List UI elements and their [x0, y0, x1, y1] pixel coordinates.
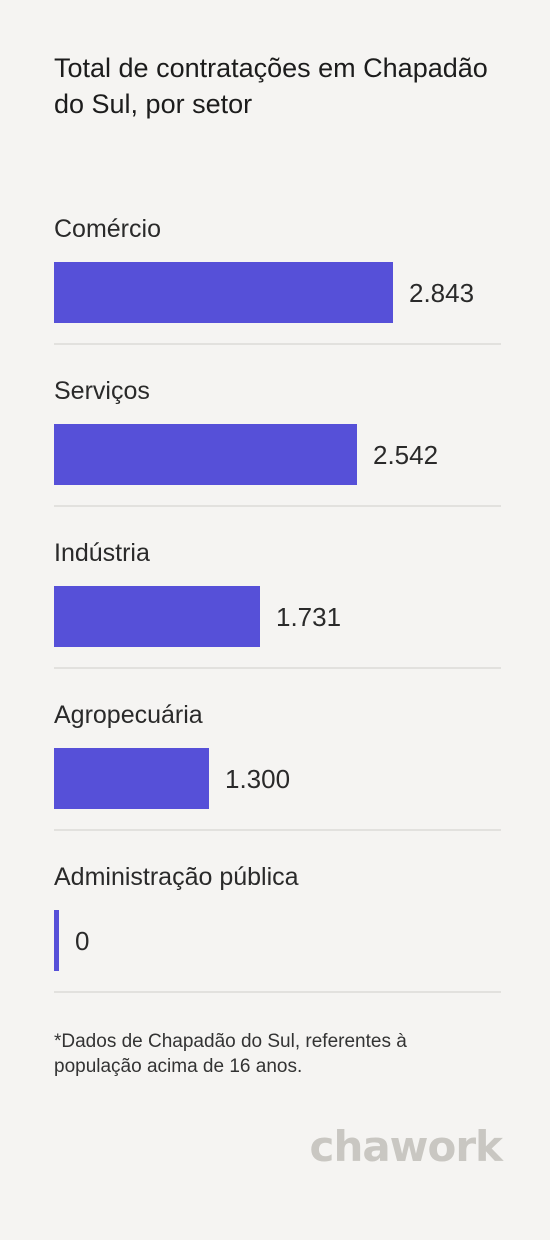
bar-chart: Comércio 2.843 Serviços 2.542 Indústria 1.731… [54, 198, 501, 1008]
bar [54, 424, 357, 485]
bar-value-label: 1.731 [276, 602, 342, 632]
bar-row: Comércio 2.843 [54, 198, 501, 360]
row-divider [54, 667, 501, 669]
bar-value-label: 0 [75, 926, 90, 956]
bar-row: Agropecuária 1.300 [54, 684, 501, 846]
bar-row: Administração pública 0 [54, 846, 501, 1008]
category-label: Administração pública [54, 863, 299, 891]
bar-row: Indústria 1.731 [54, 522, 501, 684]
category-label: Agropecuária [54, 701, 203, 729]
bar-row: Serviços 2.542 [54, 360, 501, 522]
bar [54, 586, 260, 647]
row-divider [54, 343, 501, 345]
category-label: Comércio [54, 215, 161, 243]
bar-value-label: 1.300 [225, 764, 291, 794]
bar [54, 748, 209, 809]
footnote: *Dados de Chapadão do Sul, referentes à … [54, 1031, 407, 1077]
row-divider [54, 991, 501, 993]
chart-title: Total de contratações em Chapadão do Sul… [54, 53, 488, 119]
bar [54, 910, 59, 971]
row-divider [54, 829, 501, 831]
bar [54, 262, 393, 323]
category-label: Indústria [54, 539, 150, 567]
category-label: Serviços [54, 377, 150, 405]
chawork-logo: chawork [309, 1122, 503, 1171]
bar-value-label: 2.843 [409, 278, 475, 308]
row-divider [54, 505, 501, 507]
bar-value-label: 2.542 [373, 440, 439, 470]
